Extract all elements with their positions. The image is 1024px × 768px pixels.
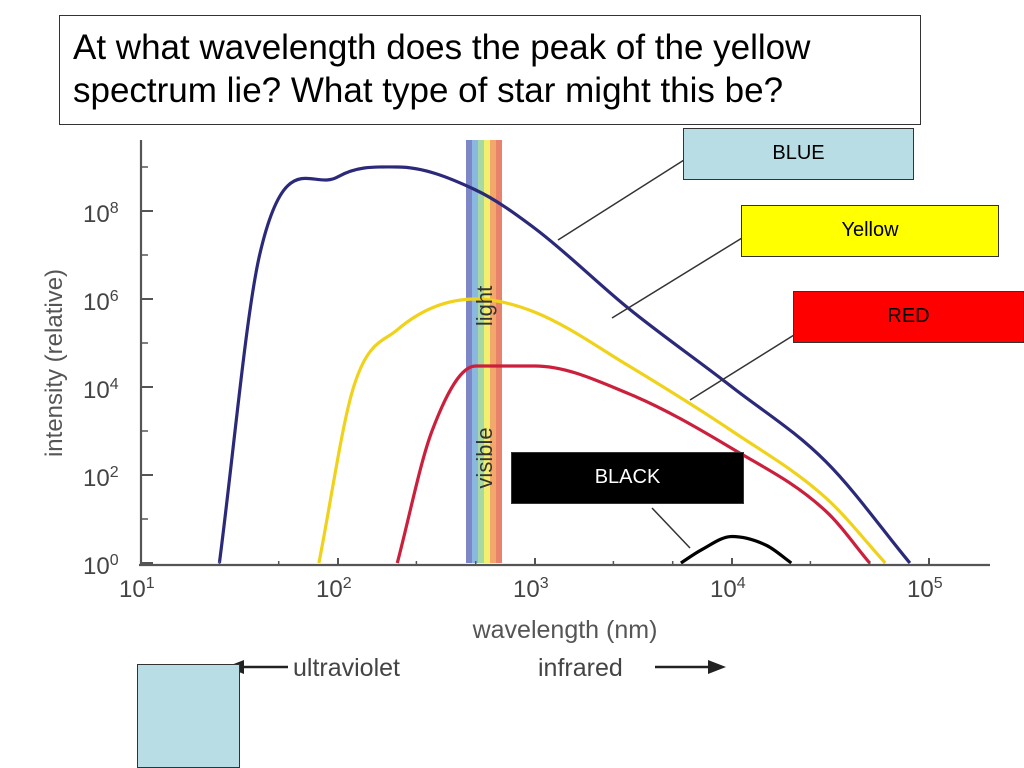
callout-red: RED [793, 291, 1024, 343]
right-arrow-icon [708, 660, 726, 674]
question-line-2: spectrum lie? What type of star might th… [73, 71, 784, 110]
question-line-1: At what wavelength does the peak of the … [73, 28, 811, 67]
callout-yellow: Yellow [741, 205, 999, 257]
x-axis-label: wavelength (nm) [472, 616, 658, 644]
y-tick-label: 108 [83, 200, 119, 228]
blue-leader-line [557, 159, 685, 241]
infrared-annotation: infrared [538, 654, 726, 682]
y-tick-label: 102 [83, 464, 119, 492]
ultraviolet-annotation: ultraviolet [226, 654, 400, 682]
spectrum-curve-3 [395, 364, 871, 565]
callout-leader-lines [557, 159, 795, 549]
band-label-light: light [472, 286, 497, 326]
question-box: At what wavelength does the peak of the … [59, 15, 921, 125]
yellow-leader-line [611, 237, 743, 319]
visible-band-stripe [484, 140, 490, 563]
visible-band-stripe [496, 140, 502, 563]
band-label-visible: visible [472, 427, 497, 488]
spectrum-curve-4 [680, 534, 793, 565]
x-tick-label: 103 [513, 575, 549, 603]
tick-marks [140, 166, 930, 565]
visible-band-stripe [478, 140, 484, 563]
y-tick-label: 106 [83, 288, 119, 316]
y-tick-label: 100 [83, 552, 119, 580]
callout-blue: BLUE [683, 128, 914, 180]
tick-labels: 101 102 103 104 105 100 102 104 106 108 [83, 200, 943, 603]
red-leader-line [689, 334, 795, 401]
visible-band-stripe [466, 140, 472, 563]
y-axis-label: intensity (relative) [41, 269, 68, 457]
blank-answer-box [137, 664, 240, 768]
spectrum-curves [217, 165, 912, 565]
callout-black: BLACK [511, 452, 744, 504]
x-tick-label: 101 [119, 575, 155, 603]
x-tick-label: 104 [710, 575, 746, 603]
visible-band-stripe [472, 140, 478, 563]
visible-band-stripe [490, 140, 496, 563]
visible-light-band [466, 140, 502, 563]
y-tick-label: 104 [83, 376, 119, 404]
black-leader-line [651, 507, 691, 549]
infrared-label: infrared [538, 654, 623, 682]
x-tick-label: 105 [907, 575, 943, 603]
x-tick-label: 102 [316, 575, 352, 603]
ultraviolet-label: ultraviolet [293, 654, 400, 682]
spectrum-curve-2 [317, 297, 887, 565]
spectrum-curve-1 [217, 165, 912, 565]
